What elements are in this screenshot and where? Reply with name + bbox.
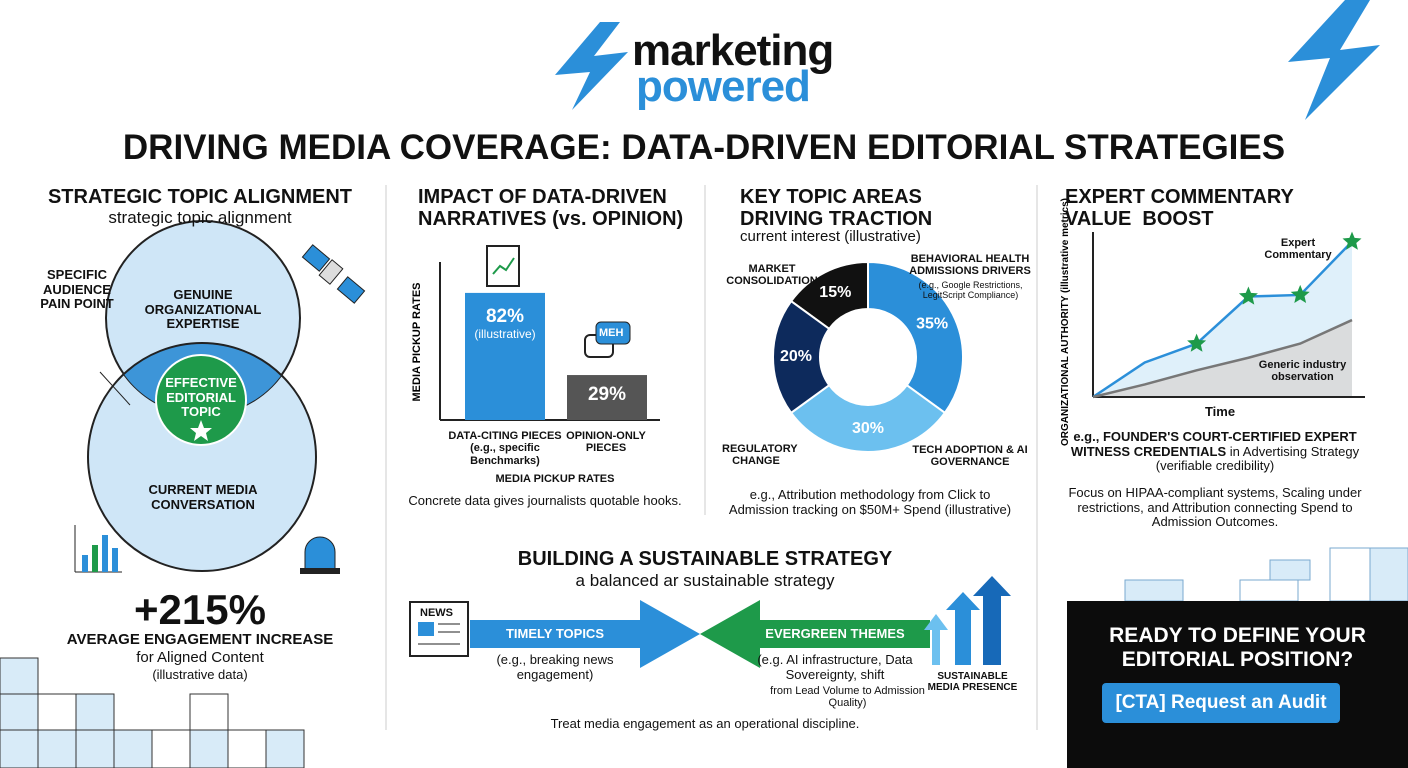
timely-note: (e.g., breaking news engagement) (496, 652, 614, 682)
corner-bolt (1288, 0, 1380, 120)
bar (465, 292, 545, 420)
pie-slice (772, 299, 831, 415)
section-title: KEY TOPIC AREAS DRIVING TRACTION (740, 186, 933, 231)
siren-icon (300, 536, 340, 574)
caption: Treat media engagement as an operational… (550, 716, 860, 731)
chat-icon (584, 321, 631, 358)
venn-label: SPECIFIC AUDIENCE PAIN POINT (40, 267, 114, 312)
venn-label: CURRENT MEDIA CONVERSATION (148, 482, 258, 512)
bar-note: (illustrative) (474, 327, 535, 341)
star-marker (1290, 284, 1310, 303)
venn-label: GENUINE ORGANIZATIONAL EXPERTISE (144, 287, 262, 332)
y-axis-label: ORGANIZATIONAL AUTHORITY (illustrative m… (1060, 198, 1071, 446)
page-title: DRIVING MEDIA COVERAGE: DATA-DRIVEN EDIT… (122, 128, 1286, 167)
series-label: Generic industry observation (1258, 359, 1347, 384)
credentials-note: (verifiable credibility) (1155, 458, 1275, 474)
document-icon (486, 245, 520, 287)
pie-category: BEHAVIORAL HEALTH ADMISSIONS DRIVERS (909, 253, 1031, 278)
area (1093, 320, 1352, 397)
brand: marketing (632, 26, 834, 75)
cta-heading: READY TO DEFINE YOUR EDITORIAL POSITION? (1109, 624, 1366, 671)
result-label: SUSTAINABLE MEDIA PRESENCE (927, 671, 1018, 694)
credentials-text: in Advertising Strategy (1229, 443, 1360, 459)
section-subtitle: strategic topic alignment (108, 208, 292, 227)
series-line (1092, 240, 1353, 399)
bar-icon (74, 525, 122, 573)
value-label: 30% (852, 420, 884, 437)
value-label: 29% (588, 384, 626, 405)
venn-center (155, 354, 247, 446)
y-axis-label: MEDIA PICKUP RATES (411, 283, 423, 402)
bar (567, 375, 647, 420)
tile-pattern (0, 657, 305, 768)
evergreen-note: from Lead Volume to Admission Quality) (770, 685, 925, 710)
category-label: DATA-CITING PIECES (e.g., specific Bench… (448, 430, 562, 467)
credentials-bold: e.g., FOUNDER'S COURT-CERTIFIED EXPERT W… (1070, 429, 1357, 459)
news-label: NEWS (420, 607, 453, 619)
credentials: e.g., FOUNDER'S COURT-CERTIFIED EXPERT W… (1055, 429, 1375, 474)
section-title: STRATEGIC TOPIC ALIGNMENT (47, 186, 353, 208)
logo-bolt (555, 22, 628, 110)
x-axis-label: Time (1204, 404, 1236, 419)
bubble-text: MEH (599, 327, 624, 339)
star-marker (1238, 286, 1258, 305)
section-title: EXPERT COMMENTARY VALUE BOOST (1065, 186, 1300, 231)
caption: Concrete data gives journalists quotable… (408, 493, 682, 508)
venn-label: EFFECTIVE EDITORIAL TOPIC (165, 375, 237, 420)
growth-arrows (924, 576, 1011, 665)
star-marker (1187, 333, 1207, 352)
section-subtitle: current interest (illustrative) (740, 228, 921, 245)
evergreen-arrow (700, 600, 930, 668)
star-icon (190, 420, 212, 441)
category-label: OPINION-ONLY PIECES (566, 430, 646, 455)
stat-label: AVERAGE ENGAGEMENT INCREASE (66, 631, 334, 648)
evergreen-label: EVERGREEN THEMES (765, 626, 905, 641)
value-label: 20% (780, 348, 812, 365)
x-axis-label: MEDIA PICKUP RATES (495, 473, 615, 485)
series-line (1092, 318, 1353, 399)
timely-arrow (470, 600, 700, 668)
value-label: 35% (916, 316, 948, 333)
satellite-icon (301, 244, 366, 304)
cta-button[interactable]: [CTA] Request an Audit (1102, 683, 1340, 723)
focus: Focus on HIPAA-compliant systems, Scalin… (1068, 485, 1362, 530)
pie-category: REGULATORY CHANGE (722, 443, 798, 468)
timely-label: TIMELY TOPICS (505, 626, 604, 641)
pointer (99, 371, 131, 406)
section-subtitle: a balanced ar sustainable strategy (575, 571, 835, 590)
value-label: 82% (486, 306, 524, 327)
evergreen-note: (e.g. AI infrastructure, Data Sovereignt… (757, 652, 913, 682)
pie-slice (867, 260, 964, 415)
section-title: BUILDING A SUSTAINABLE STRATEGY (517, 548, 893, 570)
note: (illustrative data) (152, 667, 248, 682)
section-title: IMPACT OF DATA-DRIVEN NARRATIVES (vs. OP… (418, 186, 684, 231)
brand: powered (636, 62, 811, 111)
news-icon (409, 601, 469, 657)
stat: +215% (134, 586, 266, 633)
series-label: Expert Commentary (1264, 237, 1332, 262)
pie-slice (789, 383, 947, 453)
star-marker (1342, 231, 1362, 250)
tile-pattern (1124, 547, 1408, 602)
pie-note: (e.g., Google Restrictions, LegitScript … (918, 280, 1023, 301)
pie-category: TECH ADOPTION & AI GOVERNANCE (912, 444, 1028, 469)
caption: e.g., Attribution methodology from Click… (728, 487, 1012, 517)
value-label: 15% (819, 284, 851, 301)
stat-sub: for Aligned Content (136, 649, 264, 666)
pie-category: MARKET CONSOLIDATION (726, 263, 818, 288)
